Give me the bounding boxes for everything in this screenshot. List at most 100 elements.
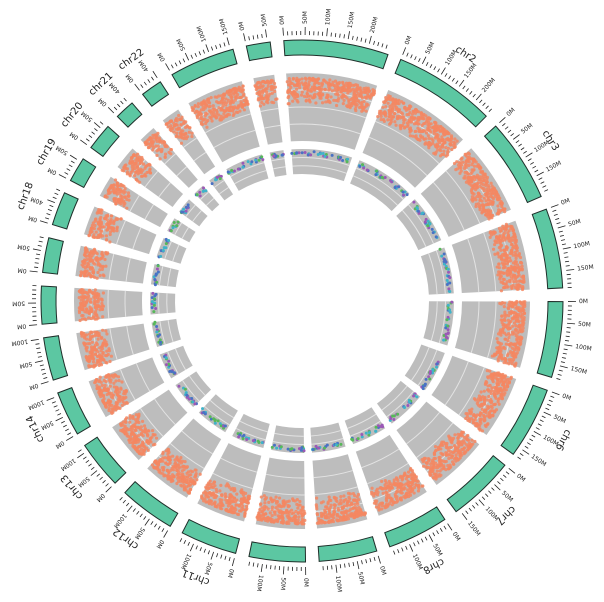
track1-point-chr9 — [327, 498, 332, 502]
track1-point-chr4 — [517, 253, 521, 257]
tick-label-chr6-0: 0M — [561, 393, 572, 403]
track1-point-chr2 — [390, 117, 394, 121]
track1-point-chr7 — [470, 438, 474, 442]
track1-point-chr14 — [122, 392, 126, 396]
track1-point-chr21 — [167, 150, 171, 155]
track1-point-chr4 — [498, 275, 502, 279]
track1-point-chr7 — [450, 454, 455, 458]
track1-grid-chr18-1 — [116, 220, 126, 245]
track1-point-chr20 — [140, 157, 144, 161]
tick-chr15-100 — [30, 339, 39, 341]
track1-point-chr5 — [514, 324, 518, 328]
track1-point-chr5 — [501, 326, 506, 330]
track1-point-chr3 — [478, 208, 482, 212]
tick-chrX-130 — [219, 43, 222, 48]
tick-chr15-20 — [42, 372, 47, 375]
track1-point-chr1 — [313, 85, 317, 90]
track1-point-chr8 — [406, 470, 411, 474]
track1-point-chr12 — [162, 474, 166, 478]
track1-bg-chr21 — [140, 127, 198, 188]
track1-point-chr14 — [112, 405, 117, 409]
track1-point-chr2 — [449, 142, 453, 146]
track1-point-chr13 — [129, 425, 133, 429]
track1-point-chr5 — [503, 356, 507, 360]
track1-point-chr19 — [103, 195, 107, 199]
tick-chr6-20 — [548, 399, 553, 403]
track1-point-chr1 — [318, 93, 322, 97]
track2-point-chr2 — [375, 169, 379, 173]
tick-label-chr13-2: 100M — [59, 457, 77, 472]
track1-point-chr6 — [488, 369, 492, 373]
track2-point-chr2 — [390, 180, 394, 184]
track1-point-chr16 — [100, 297, 104, 301]
track1-point-chr10 — [287, 518, 291, 523]
track1-point-chr3 — [472, 159, 476, 163]
track1-point-chrX — [242, 108, 246, 112]
track1-point-chrX — [226, 98, 230, 102]
track1-point-chr13 — [119, 428, 123, 433]
track1-point-chr21 — [151, 148, 155, 152]
track1-point-chr3 — [457, 161, 461, 165]
track1-point-chr1 — [286, 102, 290, 106]
track1-point-chr2 — [410, 112, 415, 116]
track1-point-chr4 — [520, 264, 524, 268]
track1-point-chr5 — [506, 339, 510, 343]
track1-point-chr12 — [173, 462, 177, 466]
track1-point-chr15 — [88, 355, 92, 359]
track1-point-chr3 — [481, 203, 485, 207]
track1-point-chr2 — [383, 101, 387, 105]
track1-point-chrY — [273, 85, 278, 89]
tick-chr4-130 — [565, 260, 570, 263]
track1-point-chr9 — [343, 510, 347, 515]
track1-point-chr3 — [460, 156, 464, 160]
tick-chr22-0 — [134, 83, 140, 91]
tick-chr18-50 — [47, 199, 55, 204]
tick-chr8-80 — [417, 540, 420, 545]
track1-point-chr7 — [450, 460, 455, 464]
track1-point-chr18 — [115, 229, 119, 233]
track1-point-chr9 — [334, 496, 338, 500]
track1-point-chr9 — [346, 500, 350, 504]
tick-label-chr11-0: 0M — [226, 568, 235, 578]
track1-point-chr7 — [449, 445, 454, 449]
track1-point-chr11 — [236, 512, 241, 517]
track1-point-chr2 — [379, 114, 383, 118]
track1-point-chr3 — [470, 163, 474, 167]
track1-point-chr2 — [408, 104, 412, 108]
track1-point-chr6 — [498, 380, 502, 384]
track1-point-chr10 — [274, 495, 278, 499]
track1-point-chr20 — [136, 166, 140, 170]
tick-chr5-160 — [558, 369, 563, 372]
track1-point-chr5 — [502, 305, 506, 309]
track1-point-chr8 — [412, 485, 417, 490]
track1-point-chr12 — [178, 476, 182, 481]
track1-point-chr11 — [219, 483, 223, 487]
track1-point-chr7 — [439, 447, 443, 451]
track1-point-chr3 — [492, 187, 497, 191]
track1-point-chr3 — [496, 194, 501, 198]
track1-point-chr14 — [97, 387, 101, 391]
track1-point-chr3 — [481, 183, 486, 187]
track1-point-chr5 — [515, 337, 519, 341]
track1-point-chr15 — [95, 354, 100, 359]
track1-point-chr10 — [259, 495, 263, 499]
track1-point-chr12 — [194, 468, 198, 472]
tick-chr11-60 — [207, 550, 210, 555]
track1-point-chr8 — [381, 491, 385, 495]
track2-point-chr4 — [448, 290, 452, 294]
track1-point-chr17 — [84, 270, 88, 274]
track1-point-chrX — [196, 113, 201, 117]
track1-point-chrX — [208, 104, 212, 109]
track1-point-chr12 — [186, 477, 190, 481]
track1-point-chr5 — [510, 362, 514, 366]
track1-point-chr1 — [303, 82, 307, 86]
track1-point-chrX — [222, 102, 226, 106]
track1-point-chr2 — [444, 154, 448, 158]
track1-point-chrY — [269, 85, 273, 89]
tick-chr3-120 — [530, 162, 534, 165]
tick-chr3-160 — [538, 177, 543, 180]
track1-point-chrX — [213, 107, 217, 111]
track1-point-chr7 — [473, 439, 477, 444]
track1-point-chr11 — [211, 485, 215, 490]
track1-point-chr4 — [494, 240, 498, 244]
